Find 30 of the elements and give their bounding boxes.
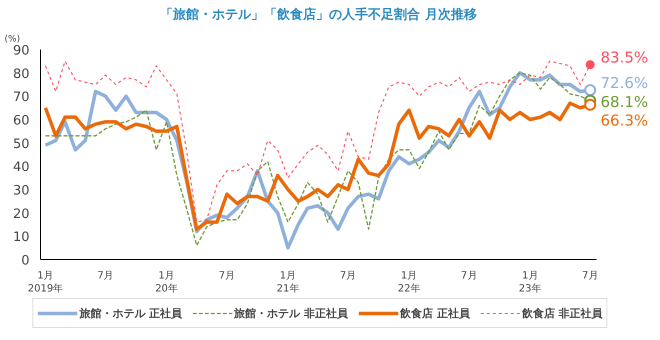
- y-tick-label: 90: [12, 44, 30, 58]
- x-tick-label: 1月 22年: [398, 270, 420, 295]
- y-axis-title: (%): [4, 34, 20, 44]
- legend-label: 飲食店 正社員: [400, 306, 470, 320]
- y-tick-label: 30: [12, 184, 30, 198]
- annotation: 72.6%: [600, 74, 648, 92]
- y-tick-label: 70: [12, 90, 30, 106]
- x-tick-label: 1月 23年: [518, 270, 542, 295]
- annotation: 83.5%: [600, 48, 648, 67]
- y-tick-label: 60: [12, 114, 30, 128]
- chart-title: 「旅館・ホテル」「飲食店」の人手不足割合 月次推移: [160, 6, 477, 22]
- y-tick-label: 0: [21, 254, 30, 268]
- annotation: 68.1%: [600, 92, 648, 111]
- legend-label: 旅館・ホテル 正社員: [79, 306, 182, 320]
- y-tick-label: 10: [12, 230, 30, 246]
- x-tick-label: 7月: [582, 270, 598, 282]
- annotation: 66.3%: [600, 111, 648, 130]
- y-tick-label: 80: [12, 66, 30, 82]
- x-tick-label: 1月 21年: [276, 270, 300, 295]
- x-tick-label: 1月 2019年: [28, 270, 64, 295]
- y-tick-label: 20: [12, 206, 30, 222]
- x-tick-label: 7月: [97, 270, 114, 282]
- x-tick-label: 7月: [218, 270, 236, 282]
- x-tick-label: 7月: [460, 270, 478, 282]
- x-tick-label: 7月: [340, 270, 356, 282]
- y-tick-label: 40: [12, 160, 30, 176]
- legend-label: 旅館・ホテル 非正社員: [234, 306, 348, 320]
- x-tick-label: 1月 20年: [155, 270, 178, 295]
- y-tick-label: 50: [12, 136, 30, 152]
- legend-label: 飲食店 非正社員: [522, 306, 603, 320]
